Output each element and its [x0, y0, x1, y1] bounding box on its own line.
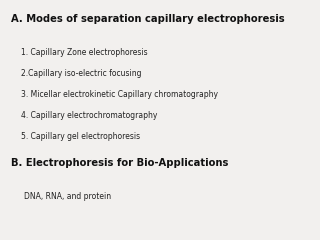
Text: 3. Micellar electrokinetic Capillary chromatography: 3. Micellar electrokinetic Capillary chr… — [21, 90, 218, 99]
Text: DNA, RNA, and protein: DNA, RNA, and protein — [24, 192, 111, 201]
Text: 2.Capillary iso-electric focusing: 2.Capillary iso-electric focusing — [21, 69, 141, 78]
Text: B. Electrophoresis for Bio-Applications: B. Electrophoresis for Bio-Applications — [11, 158, 228, 168]
Text: 4. Capillary electrochromatography: 4. Capillary electrochromatography — [21, 111, 157, 120]
Text: 5. Capillary gel electrophoresis: 5. Capillary gel electrophoresis — [21, 132, 140, 141]
Text: A. Modes of separation capillary electrophoresis: A. Modes of separation capillary electro… — [11, 14, 285, 24]
Text: 1. Capillary Zone electrophoresis: 1. Capillary Zone electrophoresis — [21, 48, 148, 57]
